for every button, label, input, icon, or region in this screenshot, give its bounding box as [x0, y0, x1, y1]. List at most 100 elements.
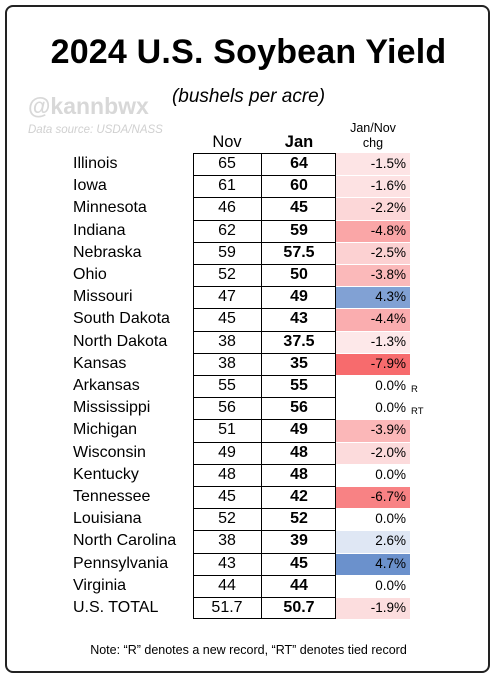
row-divider — [193, 264, 336, 265]
cell-jan: 64 — [290, 155, 308, 172]
cell-chg: -1.6% — [336, 175, 410, 198]
row-divider-chg — [336, 486, 410, 487]
row-label: Ohio — [73, 266, 107, 283]
row-label: Pennsylvania — [73, 554, 169, 572]
cell-nov: 59 — [218, 243, 236, 261]
watermark: @kannbwx — [28, 93, 149, 119]
row-divider-chg — [336, 286, 410, 288]
row-divider-chg — [336, 175, 410, 177]
grid-jan-frame — [262, 153, 336, 619]
cell-chg: -7.9% — [336, 352, 410, 375]
row-label: Illinois — [73, 155, 118, 172]
row-label: Kansas — [73, 354, 127, 372]
row-divider — [193, 508, 336, 510]
chart-subtitle: (bushels per acre) — [171, 86, 326, 107]
cell-chg: -4.8% — [336, 219, 410, 242]
cell-chg: -4.4% — [336, 308, 410, 331]
cell-nov: 38 — [218, 354, 236, 372]
row-divider-chg — [336, 597, 410, 598]
row-label: Nebraska — [73, 243, 142, 261]
row-divider-chg — [336, 463, 410, 465]
row-divider — [193, 286, 336, 288]
record-flag: RT — [411, 406, 424, 418]
row-label: Arkansas — [73, 377, 140, 394]
row-divider — [193, 597, 336, 598]
cell-nov: 45 — [218, 488, 236, 505]
row-label: Mississippi — [73, 399, 151, 417]
row-label: Indiana — [73, 221, 126, 239]
row-label: Wisconsin — [73, 443, 146, 461]
cell-jan: 35 — [290, 354, 308, 372]
cell-nov: 44 — [218, 576, 236, 594]
chart-title: 2024 U.S. Soybean Yield — [50, 33, 447, 71]
cell-chg: -2.5% — [336, 241, 410, 264]
cell-chg: -2.2% — [336, 197, 410, 220]
row-label: South Dakota — [73, 310, 170, 328]
row-divider — [193, 574, 336, 576]
cell-nov: 48 — [218, 465, 236, 483]
cell-jan: 48 — [290, 465, 308, 483]
row-divider-chg — [336, 375, 410, 376]
cell-nov: 38 — [218, 532, 236, 550]
cell-jan: 48 — [290, 443, 308, 461]
row-label: Kentucky — [73, 465, 139, 483]
row-divider — [193, 330, 336, 332]
cell-jan: 55 — [290, 377, 308, 394]
row-divider-chg — [336, 552, 410, 554]
row-label: Missouri — [73, 288, 133, 306]
column-header-chg: Jan/Nov chg — [350, 121, 396, 150]
cell-jan: 39 — [290, 532, 308, 550]
cell-jan: 60 — [290, 177, 308, 195]
row-divider — [193, 397, 336, 399]
cell-nov: 38 — [218, 332, 236, 350]
cell-chg: -1.5% — [336, 153, 410, 176]
row-divider-chg — [336, 352, 410, 354]
row-label: North Carolina — [73, 532, 177, 550]
cell-jan: 57.5 — [283, 243, 315, 261]
row-divider-chg — [336, 419, 410, 421]
cell-nov: 56 — [218, 399, 236, 417]
row-divider — [193, 352, 336, 354]
cell-jan: 42 — [290, 488, 308, 505]
cell-jan: 49 — [290, 288, 308, 306]
cell-chg: -1.9% — [336, 597, 410, 620]
row-divider-chg — [336, 241, 410, 243]
row-divider-chg — [336, 330, 410, 332]
cell-jan: 45 — [290, 554, 308, 572]
row-divider-chg — [336, 441, 410, 443]
row-divider — [193, 241, 336, 243]
cell-chg: 0.0% — [336, 574, 410, 597]
row-divider — [193, 308, 336, 310]
cell-jan: 52 — [290, 510, 308, 528]
row-divider — [193, 175, 336, 177]
row-divider — [193, 375, 336, 376]
column-header-nov: Nov — [212, 133, 242, 151]
row-label: Louisiana — [73, 510, 142, 528]
cell-jan: 50.7 — [283, 599, 315, 616]
cell-nov: 55 — [218, 377, 236, 394]
footnote: Note: “R” denotes a new record, “RT” den… — [90, 643, 407, 657]
row-divider-chg — [336, 264, 410, 265]
row-divider-chg — [336, 397, 410, 399]
cell-nov: 61 — [218, 177, 236, 195]
cell-jan: 43 — [290, 310, 308, 328]
row-divider — [193, 219, 336, 221]
column-header-jan: Jan — [284, 133, 314, 151]
cell-chg: 4.3% — [336, 286, 410, 309]
cell-jan: 49 — [290, 421, 308, 439]
row-divider — [193, 552, 336, 554]
row-divider — [193, 463, 336, 465]
row-label: Tennessee — [73, 488, 151, 505]
row-label: Virginia — [73, 576, 127, 594]
cell-chg: -3.9% — [336, 419, 410, 442]
cell-nov: 47 — [218, 288, 236, 306]
record-flag: R — [411, 384, 418, 395]
row-divider-chg — [336, 308, 410, 310]
cell-chg: 0.0% — [336, 508, 410, 531]
row-label: U.S. TOTAL — [73, 599, 159, 616]
cell-jan: 45 — [290, 199, 308, 217]
row-divider-chg — [336, 219, 410, 221]
cell-nov: 65 — [218, 155, 236, 172]
cell-nov: 62 — [218, 221, 236, 239]
cell-jan: 50 — [290, 266, 308, 283]
